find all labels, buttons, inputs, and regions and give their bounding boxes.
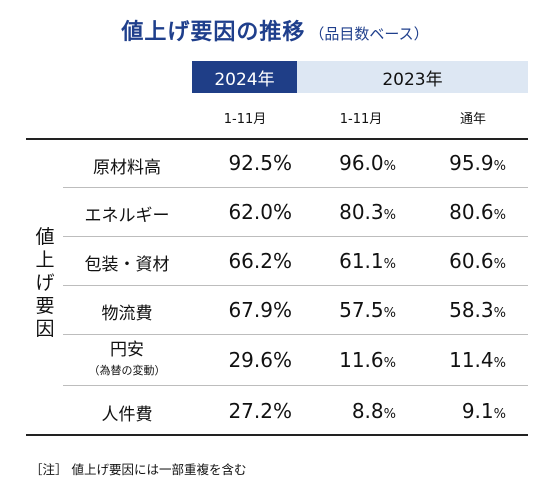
row-divider <box>63 385 528 386</box>
row-category-note: （為替の変動） <box>88 364 166 377</box>
table-cell: 92.5% <box>228 151 292 175</box>
table-cell: 11.6% <box>339 348 396 372</box>
table-cell: 61.1% <box>339 249 396 273</box>
side-label-char: 因 <box>35 318 55 340</box>
table-cell: 29.6% <box>228 348 292 372</box>
side-label-char: 要 <box>35 295 55 317</box>
table-cell: 66.2% <box>228 249 292 273</box>
table-cell: 58.3% <box>449 298 506 322</box>
period-header-2023-ytd: 1-11月 <box>339 112 383 127</box>
title-sub: （品目数ベース） <box>309 25 429 43</box>
footnote: ［注］ 値上げ要因には一部重複を含む <box>30 462 247 477</box>
period-header-2023-full: 通年 <box>459 112 486 127</box>
table-cell: 62.0% <box>228 200 292 224</box>
table-cell: 11.4% <box>449 348 506 372</box>
row-divider <box>63 334 528 335</box>
side-label-price-factors: 値 上 げ 要 因 <box>28 226 62 341</box>
row-category: 包装・資材 <box>84 255 170 275</box>
row-category: 人件費 <box>101 405 153 425</box>
title-main: 値上げ要因の推移 <box>121 20 306 45</box>
table-cell: 9.1% <box>461 399 506 423</box>
row-category-label: 円安 <box>110 340 144 360</box>
header-year-2024: 2024年 <box>192 61 297 93</box>
table-bottom-rule <box>26 434 528 436</box>
row-divider <box>63 236 528 237</box>
table-top-rule <box>26 138 528 140</box>
table-cell: 80.3% <box>339 200 396 224</box>
table-cell: 67.9% <box>228 298 292 322</box>
table-cell: 95.9% <box>449 151 506 175</box>
table-cell: 8.8% <box>351 399 396 423</box>
period-header-2024: 1-11月 <box>223 112 267 127</box>
table-cell: 60.6% <box>449 249 506 273</box>
header-year-2023: 2023年 <box>297 61 528 93</box>
page-title: 値上げ要因の推移 （品目数ベース） <box>0 14 550 46</box>
row-divider <box>63 285 528 286</box>
table-cell: 57.5% <box>339 298 396 322</box>
side-label-char: 上 <box>35 249 55 271</box>
table-cell: 27.2% <box>228 399 292 423</box>
row-category: 原材料高 <box>93 158 161 178</box>
row-category: 円安 （為替の変動） <box>63 341 191 380</box>
row-category: 物流費 <box>101 304 153 324</box>
side-label-char: 値 <box>35 226 55 248</box>
table-cell: 96.0% <box>339 151 396 175</box>
row-divider <box>63 187 528 188</box>
table-cell: 80.6% <box>449 200 506 224</box>
row-category: エネルギー <box>84 206 170 226</box>
side-label-char: げ <box>35 272 55 294</box>
